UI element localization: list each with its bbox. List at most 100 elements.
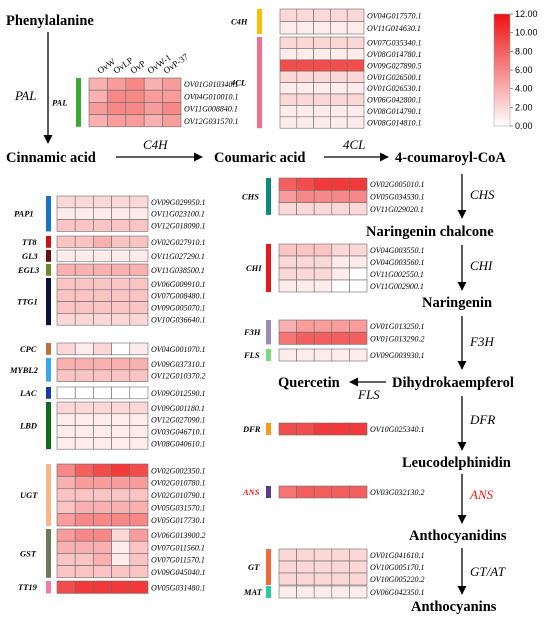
group-label-ugt: UGT: [20, 490, 38, 500]
heatmap-cell: [349, 190, 368, 203]
heatmap-cell: [162, 77, 182, 91]
group-label-gst: GST: [20, 548, 37, 558]
heatmap-cell: [93, 463, 112, 477]
heatmap-cell: [129, 425, 149, 438]
group-color-bar-ugt: [46, 464, 51, 526]
gene-id-label: OV11G008840.1: [184, 105, 238, 114]
heatmap-cell: [349, 267, 368, 281]
heatmap-cell: [349, 243, 368, 257]
heatmap-cell: [313, 255, 333, 269]
heatmap-cell: [93, 357, 112, 371]
heatmap-cell: [346, 82, 365, 95]
heatmap-cell: [162, 89, 182, 103]
heatmap-cell: [74, 553, 94, 566]
heatmap-cell: [330, 48, 348, 61]
heatmap-cell: [125, 77, 145, 91]
heatmap-cell: [313, 243, 333, 257]
gene-id-label: OV08G014790.1: [367, 107, 421, 116]
heatmap-cell: [346, 116, 365, 129]
heatmap-cell: [111, 476, 131, 490]
heatmap-cell: [129, 513, 149, 527]
heatmap-cell: [296, 59, 314, 72]
group-label-lbd: LBD: [19, 421, 37, 431]
group-label-pal: PAL: [52, 97, 67, 107]
group-label-ans: ANS: [242, 487, 260, 497]
gene-id-label: OV09G045040.1: [151, 568, 205, 577]
heatmap-cell: [296, 116, 314, 129]
heatmap-cell: [296, 331, 315, 345]
heatmap-cell: [88, 102, 108, 115]
heatmap-cell: [93, 488, 112, 502]
heatmap-group-mat: MAT OV06G042350.1: [243, 585, 424, 599]
heatmap-cell: [331, 485, 350, 499]
heatmap-cell: [129, 357, 149, 371]
heatmap-cell: [331, 279, 350, 293]
heatmap-cell: [279, 116, 298, 129]
heatmap-cell: [111, 342, 131, 356]
heatmap-group-mybl2: MYBL2 OV09G037310.1 OV12G010370.2: [9, 357, 205, 382]
heatmap-cell: [111, 301, 131, 314]
heatmap-group-tt8: TT8 OV02G027910.1: [22, 235, 205, 249]
heatmap-cell: [313, 36, 331, 49]
heatmap-cell: [56, 235, 76, 249]
heatmap-cell: [74, 263, 94, 277]
heatmap-cell: [313, 93, 331, 106]
color-scale-tick-label: 8.00: [515, 46, 533, 56]
heatmap-cell: [296, 190, 315, 203]
gene-id-label: OV09G029950.1: [151, 198, 205, 207]
heatmap-cell: [74, 277, 94, 291]
heatmap-cell: [125, 89, 145, 103]
heatmap-cell: [111, 263, 131, 277]
gene-id-label: OV11G027290.1: [151, 252, 205, 261]
color-scale-tick-label: 10.00: [515, 28, 538, 38]
heatmap-cell: [346, 70, 365, 83]
heatmap-cell: [143, 102, 163, 115]
heatmap-cell: [279, 93, 298, 106]
group-label-f3h: F3H: [243, 327, 261, 337]
heatmap-cell: [74, 540, 94, 554]
heatmap-cell: [349, 572, 368, 586]
heatmap-cell: [74, 195, 94, 209]
group-label-pap1: PAP1: [14, 209, 34, 219]
compound-coumaric-acid: Coumaric acid: [214, 150, 305, 166]
heatmap-cell: [74, 476, 94, 490]
heatmap-cell: [278, 560, 297, 574]
heatmap-cell: [93, 500, 112, 514]
heatmap-cell: [279, 59, 298, 72]
heatmap-cell: [74, 565, 94, 579]
color-scale-tick-label: 12.00: [515, 9, 538, 19]
compound-naringenin: Naringenin: [422, 295, 492, 311]
heatmap-group-dfr: DFR OV10G025340.1: [242, 422, 424, 436]
group-label-gl3: GL3: [22, 251, 38, 261]
heatmap-cell: [93, 513, 112, 527]
group-label-tt19: TT19: [18, 582, 38, 592]
heatmap-cell: [56, 195, 76, 209]
group-color-bar-pap1: [46, 196, 51, 232]
heatmap-cell: [107, 77, 127, 91]
heatmap-cell: [278, 177, 297, 191]
heatmap-cell: [111, 500, 131, 514]
heatmap-group-ans: ANS OV03G032130.2: [242, 485, 424, 499]
heatmap-cell: [56, 401, 76, 415]
heatmap-cell: [74, 369, 94, 382]
group-color-bar-ans: [266, 486, 271, 498]
color-scale-tick-label: 4.00: [515, 84, 533, 94]
gene-id-label: OV07G011570.1: [151, 556, 205, 565]
group-color-bar-pal: [76, 78, 81, 127]
group-color-bar-4cl: [257, 37, 262, 129]
heatmap-cell: [129, 528, 149, 542]
heatmap-cell: [56, 500, 76, 514]
heatmap-cell: [74, 301, 94, 314]
gene-id-label: OV03G032130.2: [370, 488, 424, 497]
heatmap-cell: [346, 21, 365, 35]
gene-id-label: OV12G018090.1: [151, 221, 205, 230]
heatmap-cell: [111, 528, 131, 542]
gene-id-label: OV02G005010.1: [370, 180, 424, 189]
heatmap-group-lbd: LBD OV09G001180.1 OV12G027090.1 OV03G046710…: [19, 401, 205, 450]
heatmap-cell: [93, 369, 112, 382]
heatmap-cell: [93, 401, 112, 415]
heatmap-cell: [278, 202, 297, 216]
heatmap-cell: [93, 413, 112, 426]
compound-anthocyanins: Anthocyanins: [411, 599, 497, 615]
heatmap-cell: [93, 386, 112, 400]
